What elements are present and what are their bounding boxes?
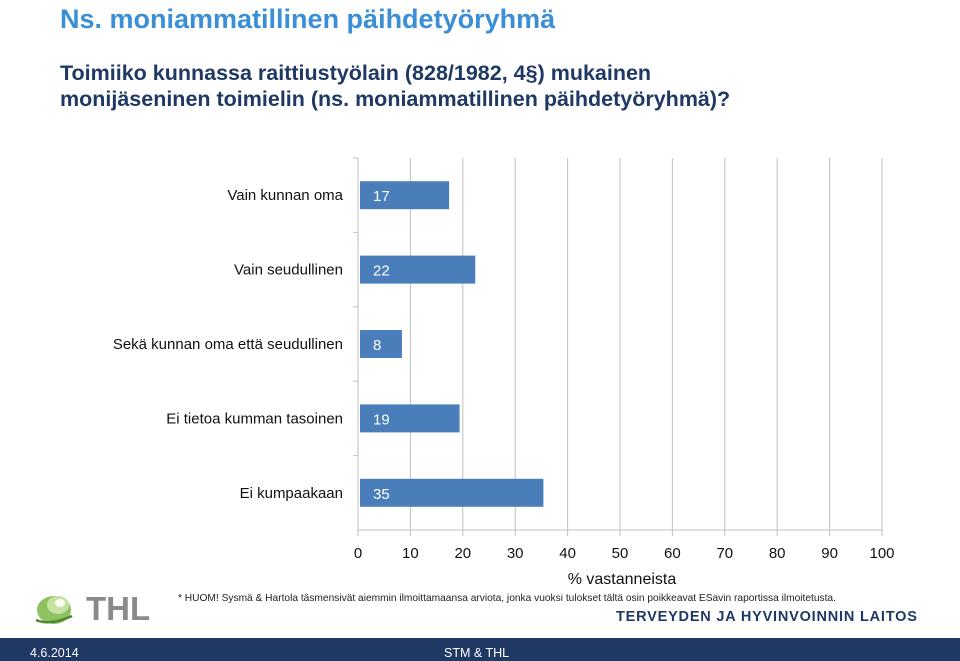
- footer-bar: 4.6.2014 STM & THL: [0, 638, 960, 661]
- question-line-2: monijäseninen toimielin (ns. moniammatil…: [60, 87, 731, 111]
- x-axis-title: % vastanneista: [568, 571, 677, 588]
- footer-org: STM & THL: [444, 646, 510, 660]
- data-label: 8: [373, 337, 381, 354]
- data-label: 35: [373, 486, 390, 503]
- category-label: Sekä kunnan oma että seudullinen: [113, 336, 343, 353]
- bar: [360, 255, 476, 284]
- chart-bars: [360, 181, 544, 507]
- footnote: * HUOM! Sysmä & Hartola täsmensivät aiem…: [178, 593, 836, 604]
- x-tick-label: 50: [612, 545, 629, 562]
- x-tick-label: 40: [559, 545, 576, 562]
- x-tick-label: 80: [769, 545, 786, 562]
- x-tick-label: 30: [507, 545, 524, 562]
- thl-logo-text: THL: [86, 590, 150, 627]
- x-tick-label: 70: [716, 545, 733, 562]
- category-label: Ei tietoa kumman tasoinen: [166, 410, 343, 427]
- bar: [360, 404, 460, 433]
- thl-logo: THL: [35, 590, 150, 627]
- x-tick-label: 20: [454, 545, 471, 562]
- bar-chart: 0 10 20 30 40 50 60 70 80 90 100 Vain kunnan oma 17 V…: [113, 157, 895, 588]
- x-tick-label: 100: [869, 545, 894, 562]
- data-label: 17: [373, 188, 390, 205]
- data-label: 22: [373, 263, 390, 280]
- thl-leaf-icon: [35, 596, 73, 624]
- category-label: Vain seudullinen: [234, 262, 343, 279]
- x-tick-label: 10: [402, 545, 419, 562]
- footer-date: 4.6.2014: [30, 646, 79, 660]
- category-label: Vain kunnan oma: [227, 187, 343, 204]
- question-text: Toimiiko kunnassa raittiustyölain (828/1…: [60, 60, 920, 112]
- chart-labels: 0 10 20 30 40 50 60 70 80 90 100 Vain kunnan oma 17 V…: [113, 187, 895, 588]
- category-label: Ei kumpaakaan: [240, 485, 343, 502]
- bar: [360, 181, 450, 210]
- chart-grid: [353, 157, 883, 536]
- data-label: 19: [373, 411, 390, 428]
- bar: [360, 330, 402, 358]
- x-tick-label: 0: [354, 545, 362, 562]
- x-tick-label: 90: [821, 545, 838, 562]
- question-line-1: Toimiiko kunnassa raittiustyölain (828/1…: [60, 61, 652, 85]
- x-tick-label: 60: [664, 545, 681, 562]
- bar: [360, 478, 544, 507]
- slide-title: Ns. moniammatillinen päihdetyöryhmä: [60, 4, 556, 34]
- thl-org-name: TERVEYDEN JA HYVINVOINNIN LAITOS: [616, 609, 918, 625]
